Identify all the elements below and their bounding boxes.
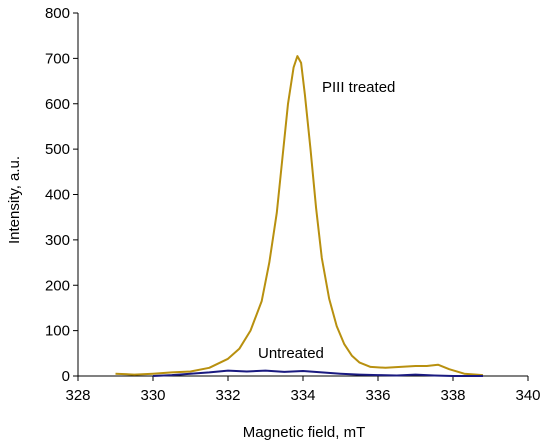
y-tick-label-0: 0 bbox=[62, 368, 70, 385]
y-tick-label-3: 300 bbox=[45, 232, 70, 249]
y-tick-label-1: 100 bbox=[45, 323, 70, 340]
series-piii-treated-line bbox=[115, 55, 484, 377]
x-tick-label-5: 338 bbox=[440, 387, 465, 404]
y-tick-label-8: 800 bbox=[45, 5, 70, 22]
plot-area: 0 100 200 300 400 500 600 700 800 328 330 332 334 336… bbox=[45, 5, 541, 404]
y-tick-label-2: 200 bbox=[45, 277, 70, 294]
x-tick-label-1: 330 bbox=[140, 387, 165, 404]
y-tick-label-6: 600 bbox=[45, 96, 70, 113]
annotation-piii-treated: PIII treated bbox=[322, 79, 395, 96]
x-tick-label-3: 334 bbox=[290, 387, 315, 404]
y-tick-label-4: 400 bbox=[45, 187, 70, 204]
x-tick-label-6: 340 bbox=[515, 387, 540, 404]
y-tick-label-5: 500 bbox=[45, 141, 70, 158]
x-axis-label: Magnetic field, mT bbox=[243, 424, 366, 441]
y-axis-label: Intensity, a.u. bbox=[6, 156, 23, 244]
x-tick-label-4: 336 bbox=[365, 387, 390, 404]
y-tick-label-7: 700 bbox=[45, 50, 70, 67]
x-tick-label-2: 332 bbox=[215, 387, 240, 404]
annotation-untreated: Untreated bbox=[258, 345, 324, 362]
x-tick-label-0: 328 bbox=[65, 387, 90, 404]
series-untreated-line bbox=[152, 369, 483, 377]
